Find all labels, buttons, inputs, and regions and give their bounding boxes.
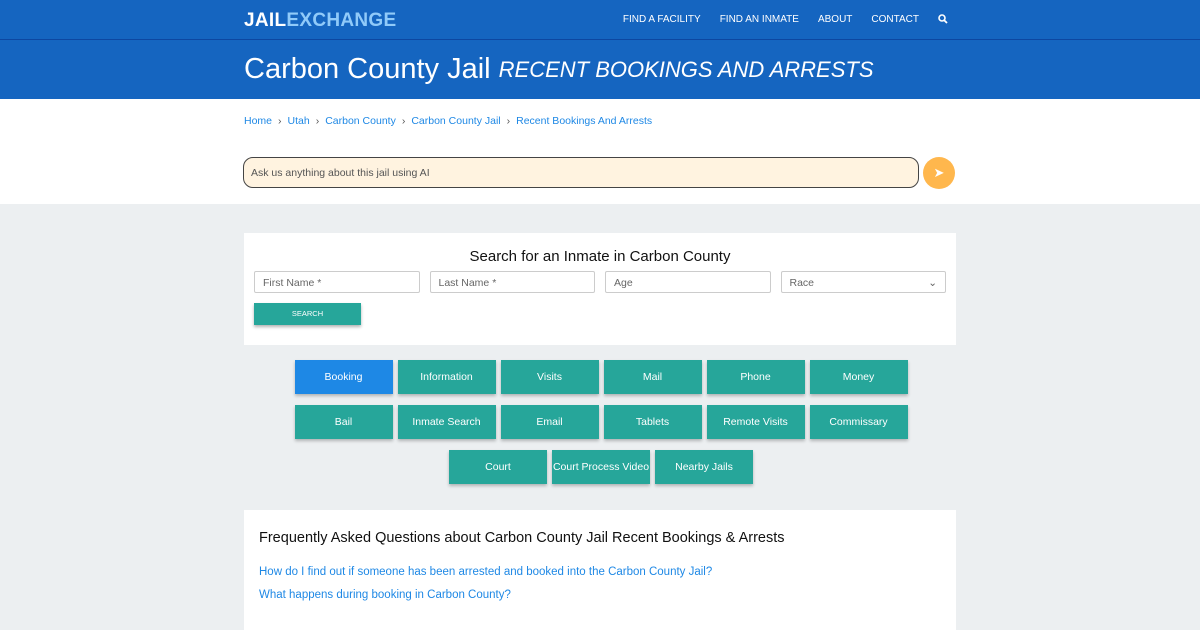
page-title: Carbon County Jail <box>244 53 491 85</box>
breadcrumb-current[interactable]: Recent Bookings And Arrests <box>516 115 653 127</box>
money-button[interactable]: Money <box>809 360 908 394</box>
breadcrumb-home[interactable]: Home <box>244 115 273 127</box>
ai-question-input[interactable]: Ask us anything about this jail using AI <box>243 157 919 188</box>
chevron-right-icon: › <box>278 115 282 127</box>
breadcrumb-county[interactable]: Carbon County <box>325 115 396 127</box>
page-subtitle: RECENT BOOKINGS AND ARRESTS <box>498 56 874 82</box>
first-name-input[interactable]: First Name * <box>254 271 420 293</box>
send-button[interactable]: ➤ <box>923 157 955 189</box>
chevron-down-icon: ⌄ <box>928 277 937 289</box>
top-nav: JAILEXCHANGE FIND A FACILITY FIND AN INM… <box>0 0 1200 40</box>
bail-button[interactable]: Bail <box>294 405 393 439</box>
booking-button[interactable]: Booking <box>294 360 393 394</box>
nav-about[interactable]: ABOUT <box>817 14 853 25</box>
chevron-right-icon: › <box>401 115 406 127</box>
paper-plane-icon: ➤ <box>933 165 945 180</box>
chevron-right-icon: › <box>315 115 320 127</box>
breadcrumb-utah[interactable]: Utah <box>287 115 310 127</box>
court-button[interactable]: Court <box>449 450 547 484</box>
tablets-button[interactable]: Tablets <box>603 405 702 439</box>
mail-button[interactable]: Mail <box>603 360 702 394</box>
inmate-search-form: Search for an Inmate in Carbon County Fi… <box>244 233 956 345</box>
faq-title: Frequently Asked Questions about Carbon … <box>259 530 785 546</box>
search-title: Search for an Inmate in Carbon County <box>469 248 731 265</box>
race-select[interactable]: Race ⌄ <box>780 271 946 293</box>
visits-button[interactable]: Visits <box>500 360 599 394</box>
info-buttons: Booking Information Visits Mail Phone Mo… <box>244 360 958 484</box>
chevron-right-icon: › <box>506 115 511 127</box>
email-button[interactable]: Email <box>500 405 599 439</box>
logo[interactable]: JAILEXCHANGE <box>244 10 397 31</box>
faq-question[interactable]: What happens during booking in Carbon Co… <box>259 589 511 601</box>
court-process-video-button[interactable]: Court Process Video <box>552 450 650 484</box>
information-button[interactable]: Information <box>397 360 496 394</box>
age-input[interactable]: Age <box>605 271 771 293</box>
nav-find-facility[interactable]: FIND A FACILITY <box>622 14 701 25</box>
nav-contact[interactable]: CONTACT <box>871 14 919 25</box>
inmate-search-button[interactable]: Inmate Search <box>397 405 496 439</box>
search-icon[interactable] <box>938 14 948 27</box>
faq-question[interactable]: How do I find out if someone has been ar… <box>259 566 713 578</box>
breadcrumb-jail[interactable]: Carbon County Jail <box>411 115 501 127</box>
breadcrumb: Home › Utah › Carbon County › Carbon County… <box>244 115 652 127</box>
search-button[interactable]: SEARCH <box>254 303 361 325</box>
nearby-jails-button[interactable]: Nearby Jails <box>655 450 753 484</box>
page-header: Carbon County Jail RECENT BOOKINGS AND A… <box>0 40 1200 99</box>
faq-section: Frequently Asked Questions about Carbon … <box>244 510 956 630</box>
remote-visits-button[interactable]: Remote Visits <box>706 405 805 439</box>
last-name-input[interactable]: Last Name * <box>429 271 595 293</box>
commissary-button[interactable]: Commissary <box>809 405 908 439</box>
phone-button[interactable]: Phone <box>706 360 805 394</box>
nav-find-inmate[interactable]: FIND AN INMATE <box>719 14 799 25</box>
